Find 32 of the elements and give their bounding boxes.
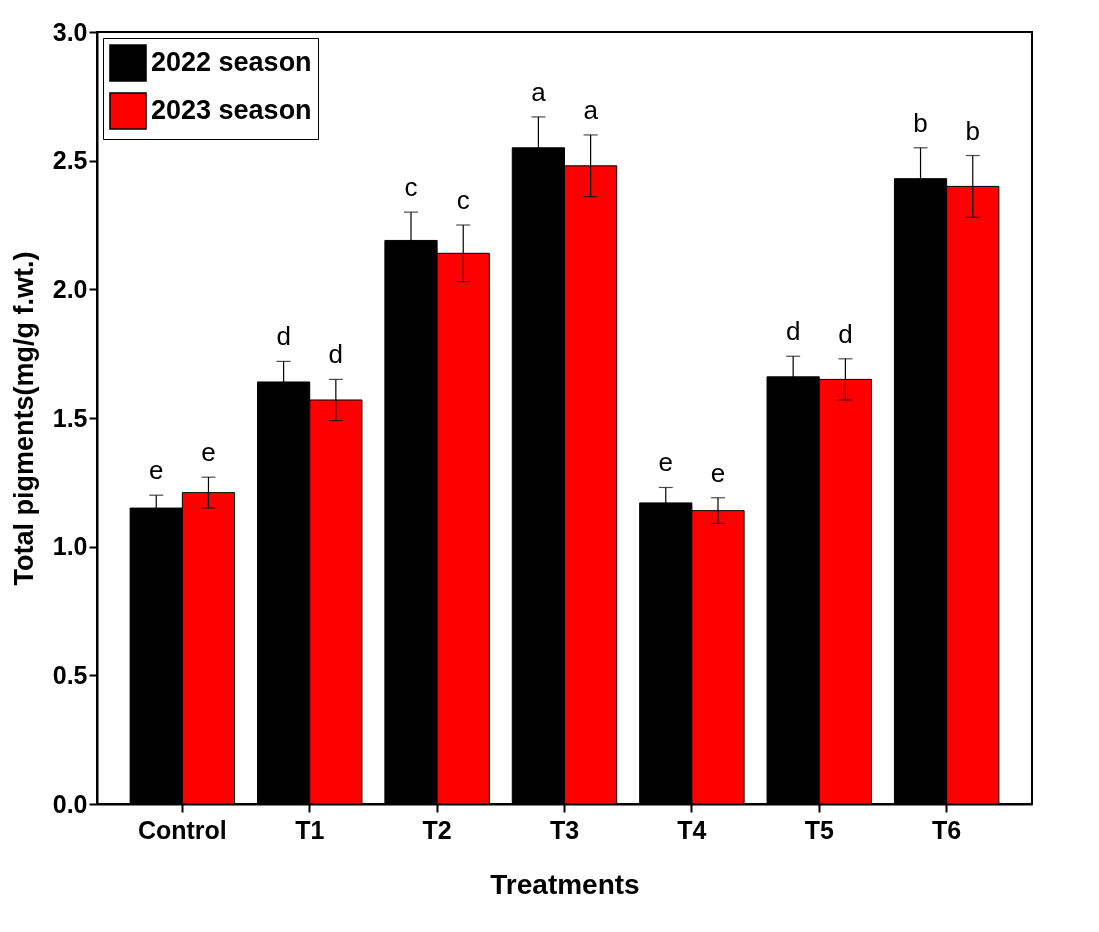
data-label: b bbox=[913, 107, 928, 138]
data-label: a bbox=[531, 76, 547, 107]
x-tick-label: T6 bbox=[932, 815, 962, 844]
data-label: d bbox=[276, 321, 291, 352]
x-tick-label: T2 bbox=[422, 815, 452, 844]
data-label: e bbox=[658, 447, 673, 478]
data-label: b bbox=[965, 115, 980, 146]
x-axis-title: Treatments bbox=[490, 868, 640, 900]
data-label: e bbox=[201, 437, 216, 468]
x-tick-label: T5 bbox=[804, 815, 834, 844]
x-tick-label: T4 bbox=[677, 815, 707, 844]
x-tick-label: T3 bbox=[549, 815, 580, 844]
data-label: d bbox=[838, 318, 853, 349]
data-label: a bbox=[583, 94, 599, 125]
data-label: d bbox=[785, 316, 801, 347]
x-tick-label: Control bbox=[137, 815, 227, 844]
x-tick-label: T1 bbox=[295, 815, 325, 844]
data-label: c bbox=[404, 172, 418, 203]
data-label: e bbox=[710, 457, 726, 488]
legend-label: 2023 season bbox=[151, 95, 312, 125]
data-label: c bbox=[456, 185, 470, 215]
y-tick-label: 2.0 bbox=[52, 274, 88, 303]
data-label: d bbox=[328, 339, 344, 370]
legend-label: 2022 season bbox=[151, 47, 312, 77]
y-tick-label: 3.0 bbox=[52, 17, 88, 46]
y-tick-label: 1.0 bbox=[52, 532, 88, 561]
y-tick-label: 0.0 bbox=[52, 789, 88, 818]
y-tick-label: 0.5 bbox=[52, 660, 88, 689]
y-tick-label: 1.5 bbox=[52, 403, 88, 432]
data-label: e bbox=[149, 455, 164, 486]
y-tick-label: 2.5 bbox=[52, 146, 88, 175]
y-axis-title: Total pigments(mg/g f.wt.) bbox=[8, 251, 39, 586]
